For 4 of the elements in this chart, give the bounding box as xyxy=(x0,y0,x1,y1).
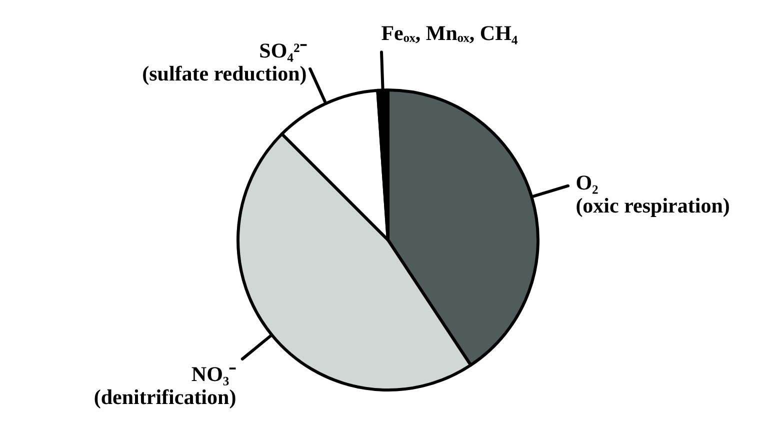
slice-label: SO₄²⁻ (sulfate reduction) xyxy=(142,38,307,86)
slice-label: NO₃⁻ (denitrification) xyxy=(94,362,236,409)
slice-label: Feₒₓ, Mnₒₓ, CH₄ xyxy=(381,21,518,46)
slice-label: O₂ (oxic respiration) xyxy=(576,170,730,218)
